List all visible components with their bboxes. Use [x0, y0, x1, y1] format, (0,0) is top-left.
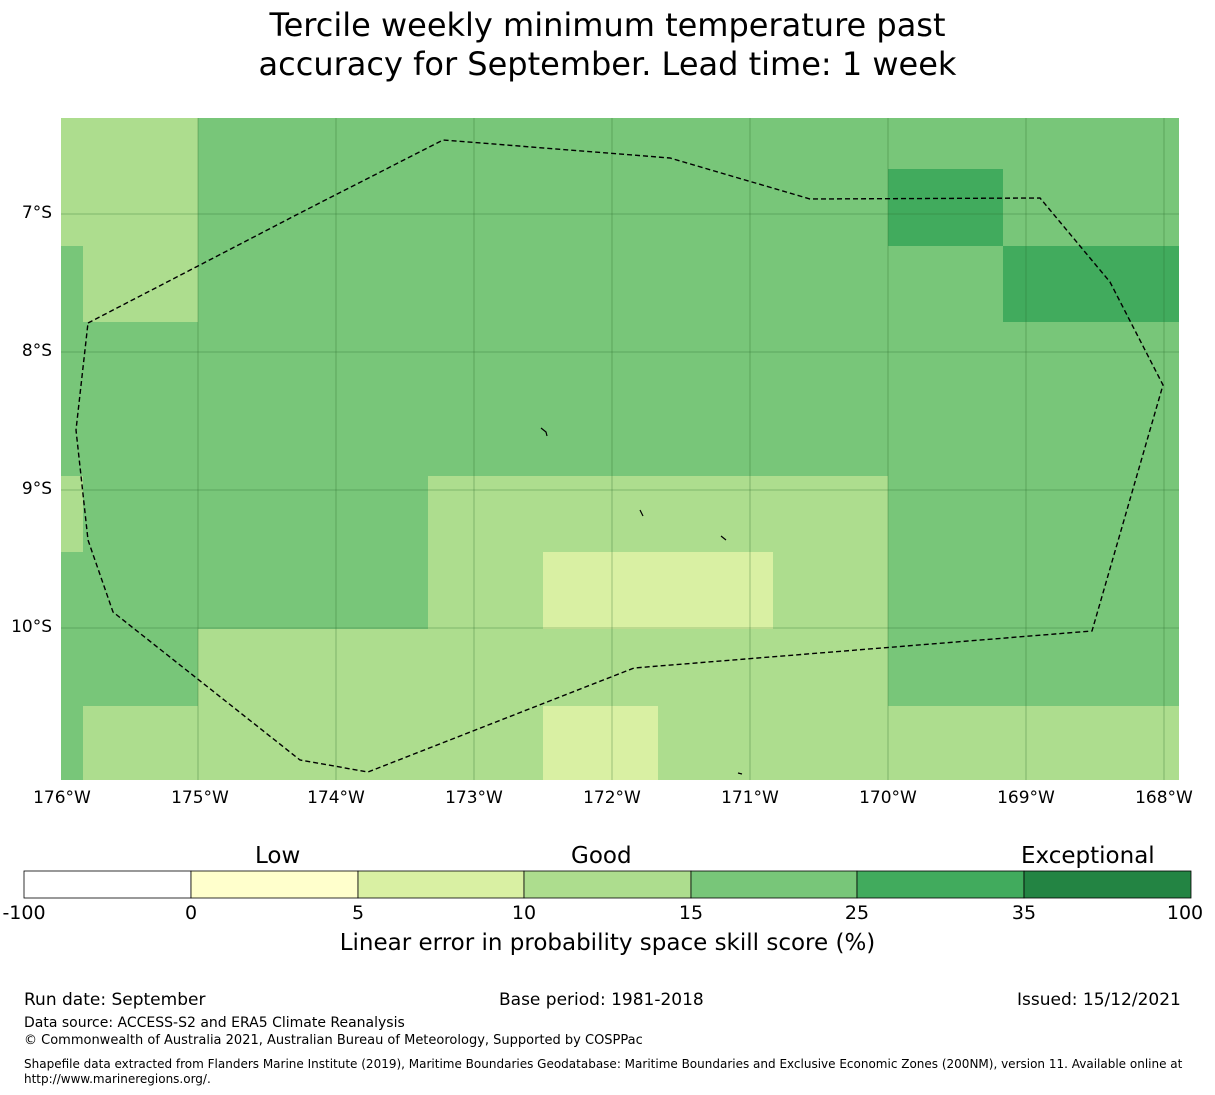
map-cell — [61, 476, 83, 552]
eez-boundary — [75, 139, 1164, 773]
colorbar-tick-label: 15 — [678, 902, 704, 924]
issued-date: Issued: 15/12/2021 — [1017, 990, 1181, 1010]
lat-tick-label: 10°S — [11, 617, 52, 637]
lon-tick-label: 172°W — [583, 788, 641, 808]
map-cell — [83, 706, 198, 780]
lon-tick-label: 176°W — [33, 788, 91, 808]
colorbar-segment — [190, 870, 359, 899]
lon-tick-label: 174°W — [307, 788, 365, 808]
colorbar-segment — [1023, 870, 1192, 899]
map-title: Tercile weekly minimum temperature past … — [0, 6, 1215, 84]
lon-tick-label: 173°W — [445, 788, 503, 808]
colorbar-segment — [690, 870, 858, 899]
colorbar-tick-label: 35 — [1011, 902, 1037, 924]
map-cell — [543, 706, 658, 780]
lon-tick-label: 168°W — [1135, 788, 1193, 808]
grid-lines — [61, 118, 1179, 780]
copyright: © Commonwealth of Australia 2021, Austra… — [24, 1033, 643, 1048]
colorbar-tick-label: 100 — [1166, 902, 1204, 924]
colorbar-tick-label: 25 — [844, 902, 870, 924]
lon-tick-label: 169°W — [997, 788, 1055, 808]
lat-tick-label: 7°S — [21, 203, 52, 223]
data-source: Data source: ACCESS-S2 and ERA5 Climate … — [24, 1015, 405, 1031]
colorbar-segment — [357, 870, 525, 899]
colorbar — [23, 870, 1192, 899]
map-cell — [543, 552, 773, 629]
colorbar-tick-label: 10 — [511, 902, 537, 924]
map-cell — [888, 169, 1003, 246]
map-cell — [888, 706, 1179, 780]
island-marker — [540, 427, 548, 437]
run-date: Run date: September — [24, 990, 206, 1010]
island-marker — [720, 535, 727, 541]
island-marker — [737, 772, 743, 775]
colorbar-label-good: Good — [571, 843, 632, 869]
lon-tick-label: 175°W — [171, 788, 229, 808]
map-cell — [83, 246, 198, 322]
map-cell — [61, 118, 198, 246]
shapefile-credit-line-2: http://www.marineregions.org/. — [24, 1072, 211, 1086]
title-line-1: Tercile weekly minimum temperature past — [269, 6, 946, 44]
colorbar-label-exceptional: Exceptional — [1021, 843, 1155, 869]
colorbar-segment — [23, 870, 192, 899]
skill-score-map — [61, 118, 1179, 780]
colorbar-tick-label: 0 — [184, 902, 198, 924]
map-cell — [1003, 246, 1179, 322]
colorbar-tick-label: -100 — [2, 902, 46, 924]
island-marker — [639, 509, 644, 517]
lon-tick-label: 170°W — [859, 788, 917, 808]
colorbar-segment — [523, 870, 692, 899]
colorbar-segment — [856, 870, 1025, 899]
lat-tick-label: 9°S — [21, 479, 52, 499]
title-line-2: accuracy for September. Lead time: 1 wee… — [258, 45, 957, 83]
base-period: Base period: 1981-2018 — [499, 990, 704, 1010]
colorbar-tick-label: 5 — [351, 902, 365, 924]
shapefile-credit-line-1: Shapefile data extracted from Flanders M… — [24, 1057, 1183, 1071]
colorbar-title: Linear error in probability space skill … — [339, 930, 876, 956]
lat-tick-label: 8°S — [21, 341, 52, 361]
lon-tick-label: 171°W — [721, 788, 779, 808]
colorbar-label-low: Low — [255, 843, 301, 869]
